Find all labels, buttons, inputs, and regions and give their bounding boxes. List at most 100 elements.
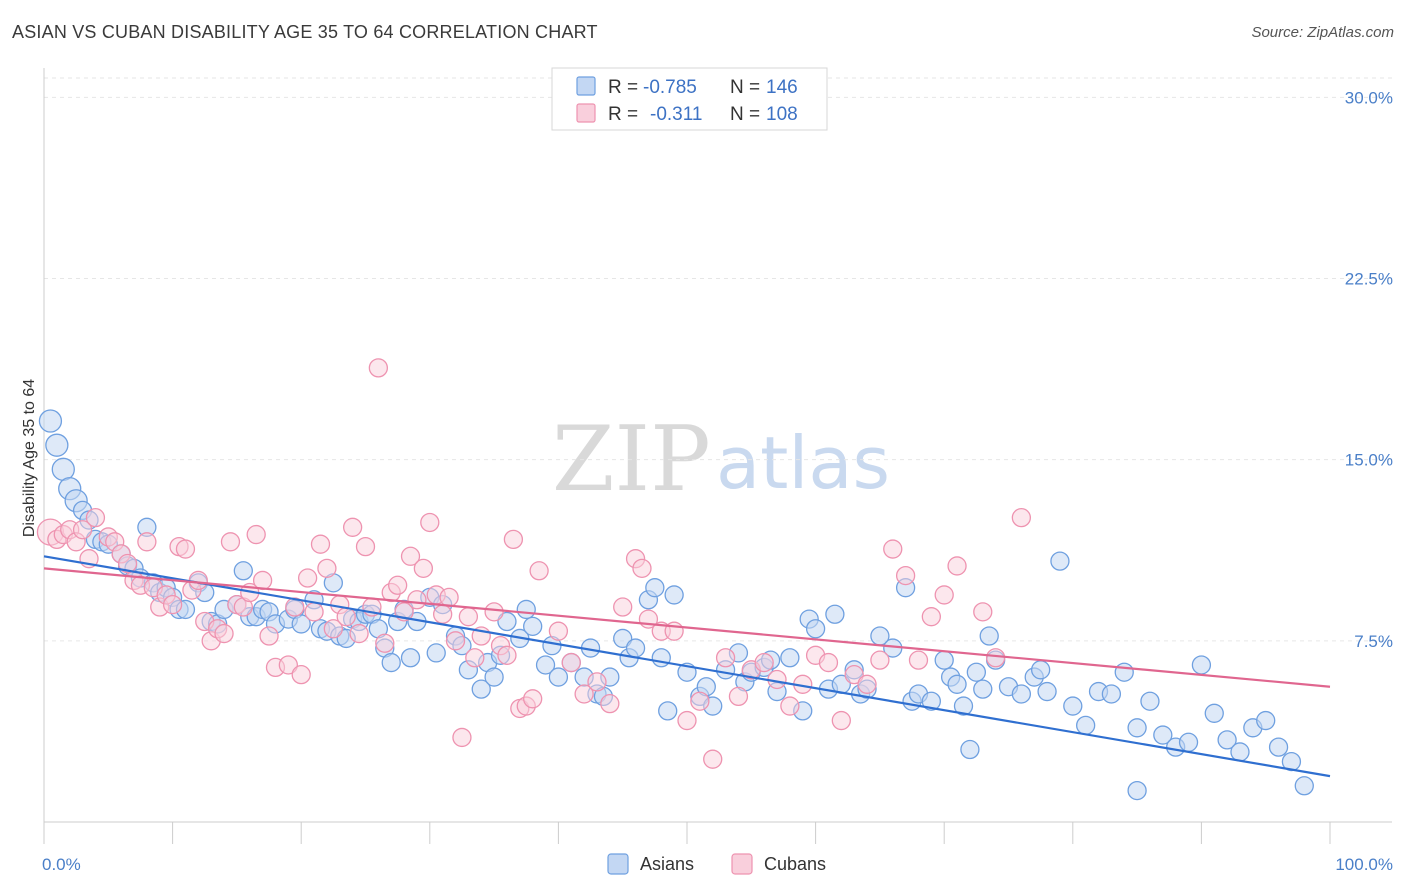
point-cuban (503, 529, 524, 550)
point-cuban (497, 645, 517, 665)
point-cuban (175, 539, 196, 559)
point-cuban (529, 561, 549, 581)
point-cuban (1011, 507, 1032, 528)
point-asian (484, 667, 504, 687)
point-asian (45, 433, 69, 457)
point-asian (233, 561, 253, 581)
trend-line-asians (43, 555, 1331, 778)
legend-n-label-asians: N = (730, 77, 760, 98)
bottom-legend-swatch-asians (607, 853, 629, 875)
y-axis-label: Disability Age 35 to 64 (21, 379, 38, 537)
point-cuban (355, 536, 376, 557)
y-tick-labels: 7.5% 15.0% 22.5% 30.0% (1345, 88, 1393, 651)
legend-box: R = -0.785 N = 146 R = -0.311 N = 108 (551, 67, 828, 131)
y-tick-label: 15.0% (1345, 451, 1393, 470)
point-cuban (413, 558, 434, 579)
point-cuban (632, 558, 652, 579)
point-cuban (117, 553, 138, 574)
point-asian (934, 650, 954, 670)
point-asian (1217, 730, 1237, 750)
point-asian (1101, 684, 1122, 704)
point-cuban (285, 597, 305, 617)
point-cuban (259, 626, 279, 646)
point-asian (1063, 696, 1083, 716)
point-asian (1153, 725, 1173, 745)
point-asian (1191, 655, 1212, 675)
point-asian (523, 616, 543, 636)
y-tick-label: 30.0% (1345, 88, 1393, 107)
point-cuban (523, 689, 543, 709)
point-asian (973, 679, 993, 699)
watermark-atlas: atlas (716, 421, 890, 505)
legend-n-label-cubans: N = (730, 104, 760, 125)
point-asian (400, 648, 421, 668)
point-cuban (921, 607, 941, 627)
point-cuban (947, 556, 967, 576)
point-asian (497, 611, 517, 632)
point-cuban (220, 532, 241, 552)
legend-r-value-cubans: -0.311 (650, 104, 702, 125)
point-cuban (433, 604, 453, 624)
point-asian (825, 604, 845, 624)
point-cuban (895, 565, 916, 586)
point-cuban (349, 623, 369, 644)
bottom-legend-label-asians: Asians (640, 854, 694, 874)
point-cuban (439, 587, 459, 608)
legend-r-value-asians: -0.785 (643, 77, 697, 98)
point-cuban (458, 607, 479, 627)
point-asian (780, 648, 800, 668)
source-credit: Source: ZipAtlas.com (1251, 24, 1394, 41)
point-cuban (304, 602, 324, 622)
point-cuban (452, 727, 472, 748)
point-asian (291, 614, 311, 634)
point-cuban (677, 710, 697, 731)
axes (43, 68, 1392, 844)
point-cuban (844, 664, 864, 685)
legend-r-label-cubans: R = (608, 104, 638, 125)
point-asian (1031, 660, 1051, 680)
series-cubans-points (36, 358, 1032, 769)
point-asian (1127, 718, 1147, 738)
point-cuban (137, 532, 157, 552)
point-cuban (214, 623, 234, 644)
point-cuban (587, 672, 607, 692)
x-tick-label: 100.0% (1335, 855, 1393, 874)
bottom-legend: Asians Cubans (607, 853, 826, 875)
point-asian (1256, 710, 1276, 731)
point-cuban (323, 619, 344, 639)
point-asian (953, 696, 974, 716)
point-cuban (445, 631, 466, 651)
point-asian (979, 626, 999, 646)
point-cuban (728, 686, 749, 707)
point-cuban (368, 358, 389, 378)
point-asian (381, 652, 401, 673)
point-cuban (484, 602, 504, 622)
point-cuban (818, 652, 839, 673)
point-asian (947, 674, 967, 694)
legend-r-label-asians: R = (608, 77, 638, 98)
point-cuban (754, 652, 774, 673)
point-cuban (780, 696, 800, 716)
point-cuban (613, 597, 633, 617)
trend-lines (43, 555, 1331, 778)
point-asian (613, 628, 633, 649)
point-cuban (310, 534, 331, 554)
point-asian (1294, 776, 1314, 796)
point-cuban (387, 575, 408, 595)
point-cuban (400, 546, 421, 566)
bottom-legend-label-cubans: Cubans (764, 854, 826, 874)
point-cuban (548, 621, 569, 641)
point-asian (1076, 715, 1096, 736)
point-cuban (883, 539, 903, 559)
point-cuban (561, 652, 581, 673)
point-asian (966, 662, 986, 682)
point-asian (1011, 684, 1032, 704)
point-asian (921, 691, 941, 711)
point-cuban (162, 594, 183, 615)
point-asian (548, 667, 569, 687)
point-asian (625, 638, 646, 658)
legend-swatch-cubans (576, 103, 596, 123)
point-asian (1204, 703, 1224, 723)
point-asian (1268, 737, 1289, 757)
